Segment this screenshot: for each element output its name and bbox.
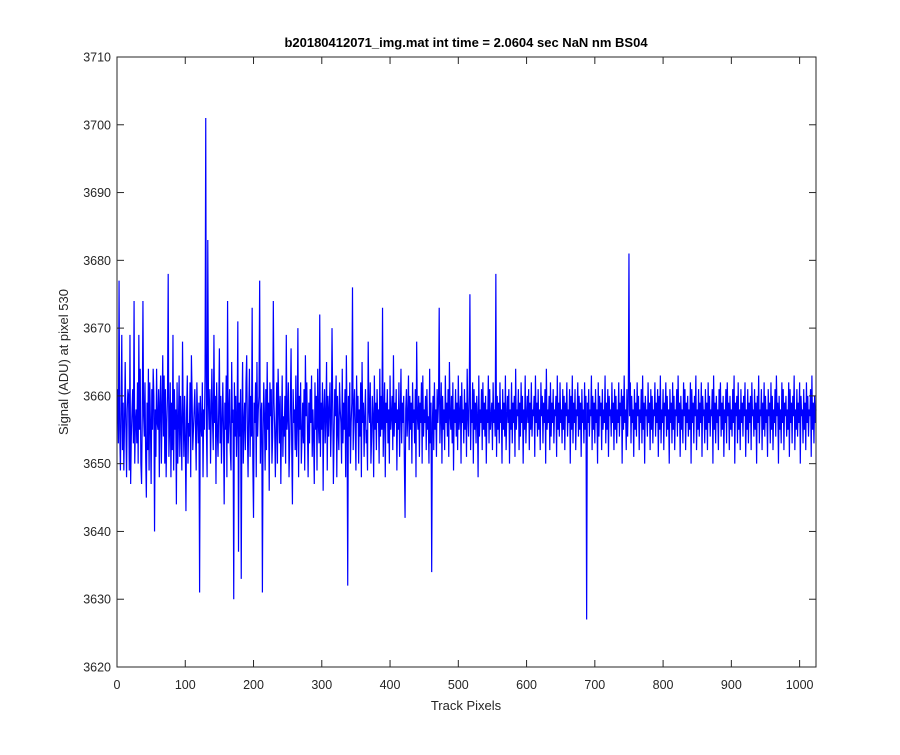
x-tick-label: 1000 [786, 678, 814, 692]
x-tick-label: 500 [448, 678, 469, 692]
y-tick-label: 3680 [83, 254, 111, 268]
series-line-0 [117, 117, 817, 620]
y-tick-label: 3690 [83, 186, 111, 200]
plot-area [117, 57, 816, 667]
x-tick-label: 0 [114, 678, 121, 692]
axes-box [116, 56, 817, 668]
y-axis-label: Signal (ADU) at pixel 530 [56, 289, 71, 435]
x-tick-label: 900 [721, 678, 742, 692]
x-tick-label: 700 [584, 678, 605, 692]
y-tick-label: 3700 [83, 118, 111, 132]
plot-background [117, 57, 816, 667]
y-tick-label: 3670 [83, 322, 111, 336]
ticks-group: 0 100 200 300 400 500 600 700 800 900 1000 3620 3630… [83, 51, 816, 692]
y-tick-label: 3710 [83, 51, 111, 65]
y-tick-label: 3640 [83, 525, 111, 539]
x-tick-label: 400 [380, 678, 401, 692]
x-tick-label: 800 [653, 678, 674, 692]
y-tick-label: 3620 [83, 661, 111, 675]
y-tick-label: 3660 [83, 389, 111, 403]
axes-group [116, 56, 817, 668]
chart-title: b20180412071_img.mat int time = 2.0604 s… [284, 35, 648, 50]
y-tick-label: 3650 [83, 457, 111, 471]
x-tick-label: 200 [243, 678, 264, 692]
x-tick-label: 600 [516, 678, 537, 692]
x-tick-label: 300 [311, 678, 332, 692]
series-group [117, 117, 817, 620]
x-tick-label: 100 [175, 678, 196, 692]
y-tick-label: 3630 [83, 593, 111, 607]
x-axis-label: Track Pixels [431, 698, 502, 713]
